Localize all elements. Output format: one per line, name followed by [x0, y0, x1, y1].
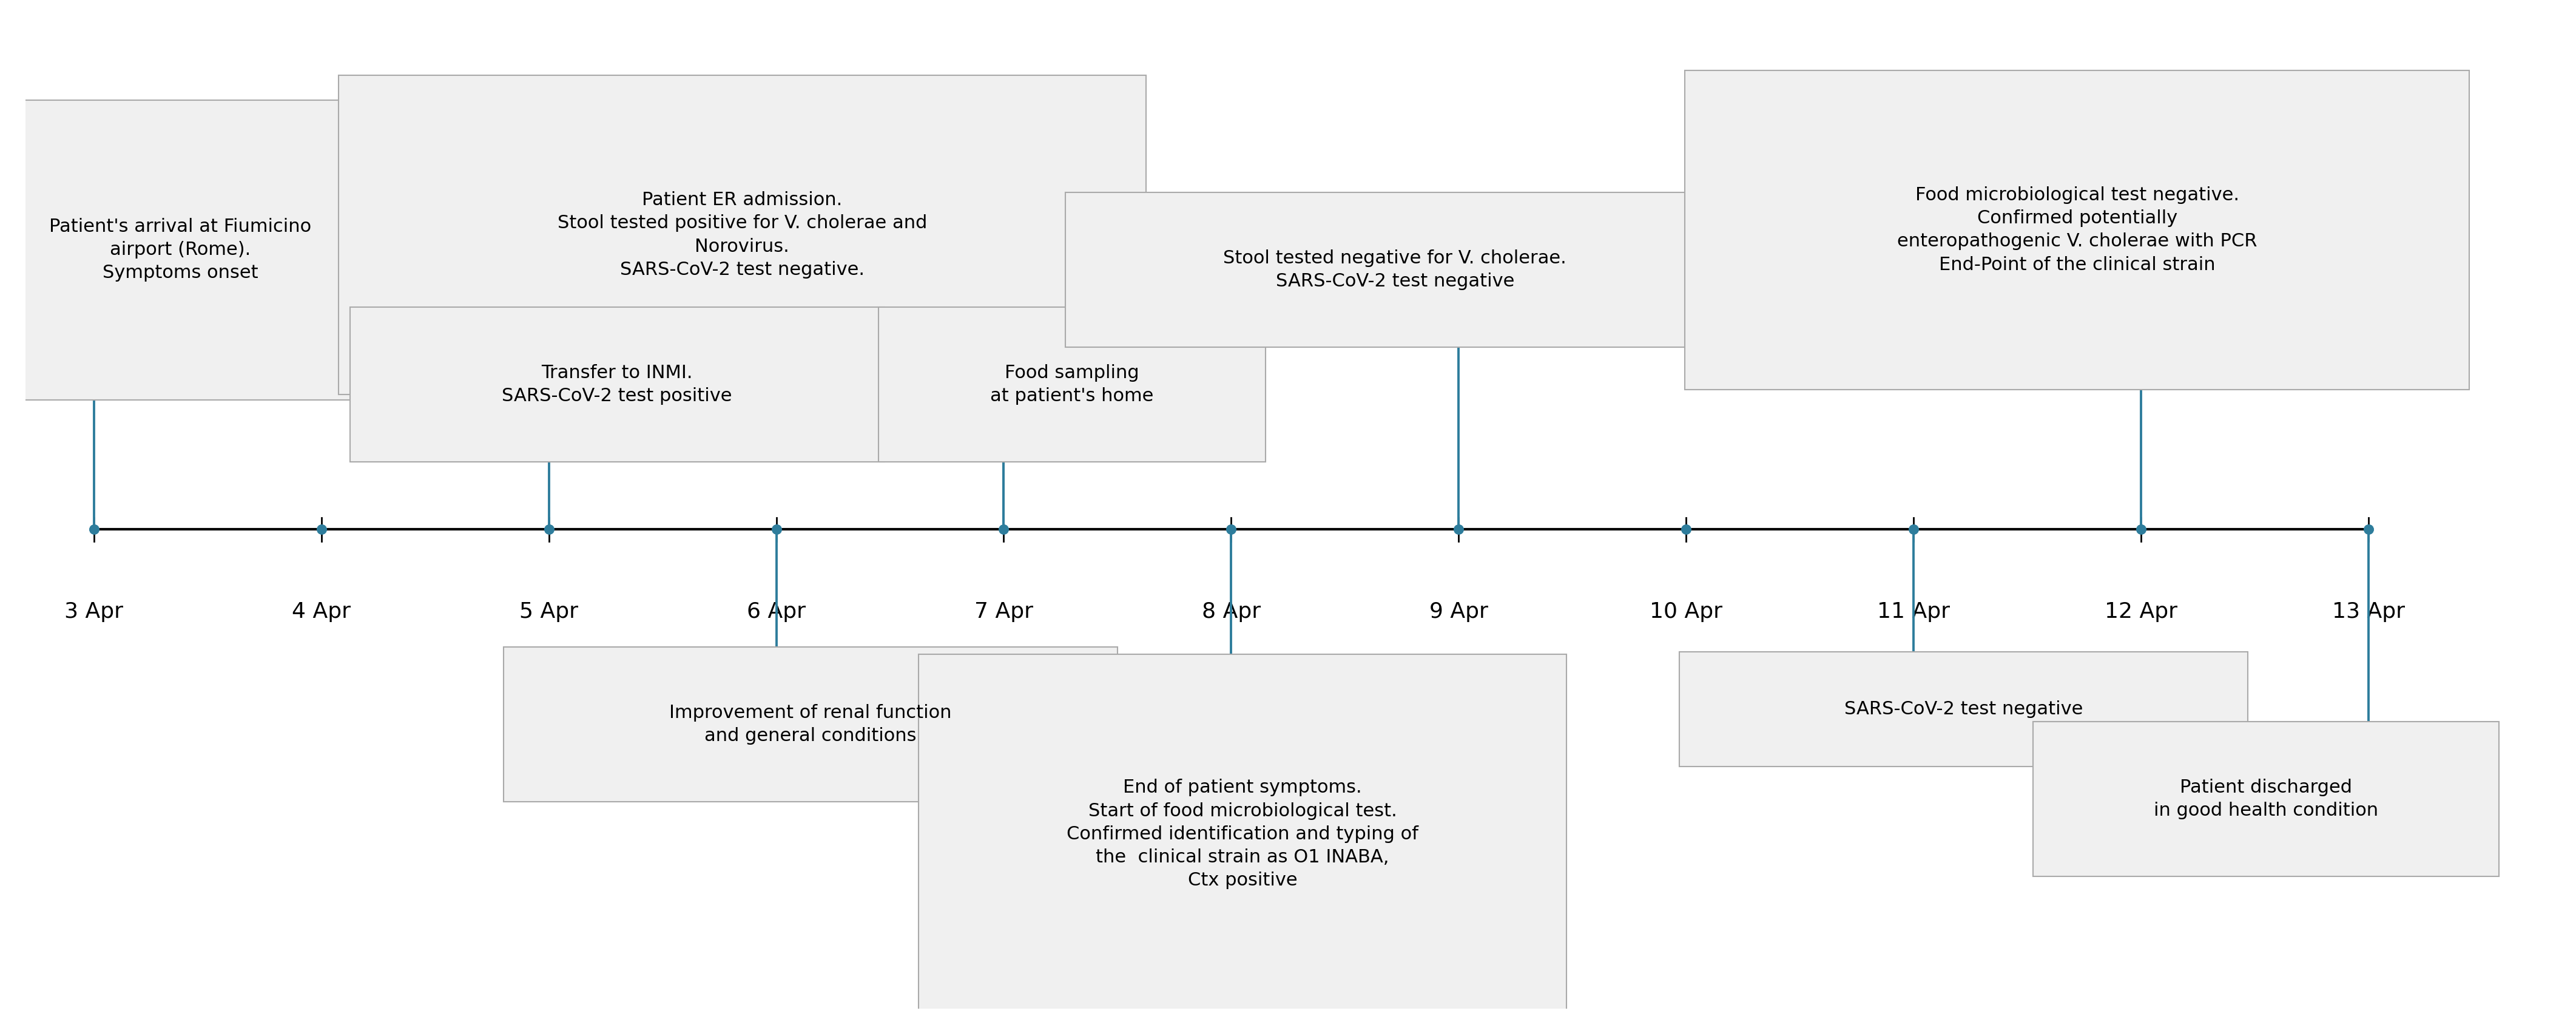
Text: Patient's arrival at Fiumicino
airport (Rome).
Symptoms onset: Patient's arrival at Fiumicino airport (… — [49, 218, 312, 282]
Text: 13 Apr: 13 Apr — [2331, 601, 2406, 622]
FancyBboxPatch shape — [1064, 193, 1726, 347]
FancyBboxPatch shape — [350, 308, 884, 462]
Text: End of patient symptoms.
Start of food microbiological test.
Confirmed identific: End of patient symptoms. Start of food m… — [1066, 779, 1419, 890]
Text: 4 Apr: 4 Apr — [291, 601, 350, 622]
Text: Food microbiological test negative.
Confirmed potentially
enteropathogenic V. ch: Food microbiological test negative. Conf… — [1896, 186, 2257, 273]
Text: Patient ER admission.
Stool tested positive for V. cholerae and
Norovirus.
SARS-: Patient ER admission. Stool tested posit… — [556, 192, 927, 278]
Text: 11 Apr: 11 Apr — [1878, 601, 1950, 622]
Text: Patient discharged
in good health condition: Patient discharged in good health condit… — [2154, 779, 2378, 819]
Text: 3 Apr: 3 Apr — [64, 601, 124, 622]
Text: SARS-CoV-2 test negative: SARS-CoV-2 test negative — [1844, 700, 2084, 718]
Text: Stool tested negative for V. cholerae.
SARS-CoV-2 test negative: Stool tested negative for V. cholerae. S… — [1224, 250, 1566, 290]
FancyBboxPatch shape — [1685, 70, 2470, 389]
Text: 6 Apr: 6 Apr — [747, 601, 806, 622]
FancyBboxPatch shape — [502, 647, 1118, 802]
FancyBboxPatch shape — [878, 308, 1265, 462]
Text: Improvement of renal function
and general conditions: Improvement of renal function and genera… — [670, 704, 951, 745]
Text: 10 Apr: 10 Apr — [1649, 601, 1723, 622]
Text: 7 Apr: 7 Apr — [974, 601, 1033, 622]
Text: 12 Apr: 12 Apr — [2105, 601, 2177, 622]
FancyBboxPatch shape — [5, 100, 355, 399]
FancyBboxPatch shape — [337, 75, 1146, 394]
FancyBboxPatch shape — [1680, 652, 2249, 766]
FancyBboxPatch shape — [2032, 721, 2499, 876]
Text: 8 Apr: 8 Apr — [1200, 601, 1260, 622]
Text: Transfer to INMI.
SARS-CoV-2 test positive: Transfer to INMI. SARS-CoV-2 test positi… — [502, 364, 732, 406]
Text: 5 Apr: 5 Apr — [520, 601, 577, 622]
FancyBboxPatch shape — [920, 654, 1566, 1014]
Text: Food sampling
at patient's home: Food sampling at patient's home — [989, 364, 1154, 406]
Text: 9 Apr: 9 Apr — [1430, 601, 1489, 622]
